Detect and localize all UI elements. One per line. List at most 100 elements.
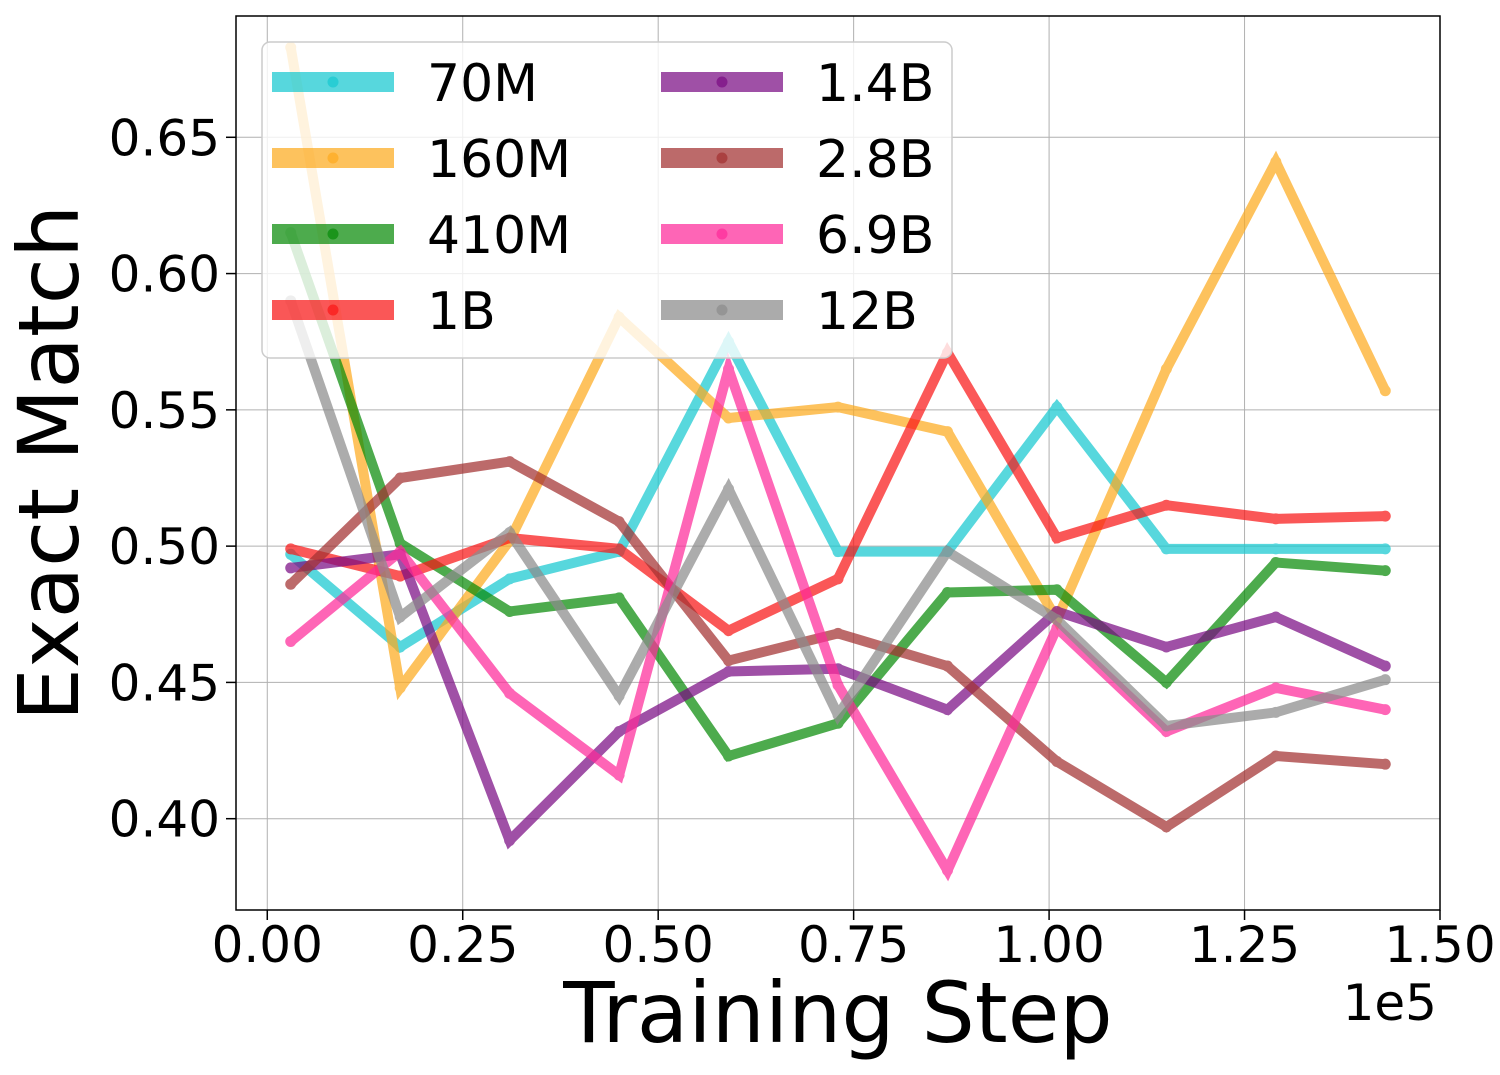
data-point [504,573,516,585]
legend-item: 1B [272,282,496,342]
data-point [394,682,406,694]
data-point [1379,704,1391,716]
data-point [1379,674,1391,686]
data-point [1160,363,1172,375]
data-point [285,543,297,555]
data-point [1270,543,1282,555]
y-axis-label: Exact Match [0,205,98,721]
data-point [1051,401,1063,413]
legend-item: 1.4B [661,54,934,114]
data-point [285,562,297,574]
legend-item: 12B [661,282,918,342]
x-tick-label: 0.00 [212,916,323,974]
data-point [1270,706,1282,718]
data-point [613,516,625,528]
data-point [285,636,297,648]
x-tick-label: 1.50 [1384,916,1495,974]
data-point [832,679,844,691]
series-1b [285,342,1391,637]
data-point [613,543,625,555]
legend-label: 1B [427,282,496,342]
series-line [290,548,1388,850]
x-tick-label: 1.25 [1189,916,1300,974]
series-line [289,342,1386,637]
series-70m [285,330,1391,654]
data-point [1160,543,1172,555]
legend-label: 160M [427,130,571,190]
y-tick-label: 0.40 [109,791,220,849]
data-point [504,606,516,618]
data-point [1379,385,1391,397]
data-point [941,864,953,876]
data-point [1160,720,1172,732]
legend: 70M 160M 410M 1B 1.4B 2.8B 6.9B 12B [261,41,953,359]
series-1-4b [285,548,1391,850]
data-point [1270,513,1282,525]
data-point [1160,499,1172,511]
legend-label: 2.8B [816,130,934,190]
data-point [394,537,406,549]
legend-marker [716,152,728,164]
data-point [1160,821,1172,833]
axis-ticks: 0.00 0.25 0.50 0.75 1.00 1.25 1.50 0.40 0.45 0.50… [109,109,1496,974]
data-point [504,834,516,846]
y-tick-label: 0.50 [109,518,220,576]
data-point [1160,641,1172,653]
data-point [832,573,844,585]
data-point [394,611,406,623]
legend-marker [716,228,728,240]
legend-item: 410M [272,206,571,266]
data-point [723,750,735,762]
data-point [1270,750,1282,762]
data-point [1379,660,1391,672]
legend-marker [327,152,339,164]
x-tick-label: 0.25 [407,916,518,974]
data-point [1051,584,1063,596]
legend-box [261,41,953,359]
data-point [285,578,297,590]
series-2-8b [285,456,1391,833]
legend-item: 160M [272,130,571,190]
data-point [723,363,735,375]
data-point [941,704,953,716]
data-point [723,412,735,424]
legend-item: 2.8B [661,130,934,190]
x-offset-label: 1e5 [1343,974,1437,1032]
data-point [1270,682,1282,694]
data-point [504,527,516,539]
data-point [1379,565,1391,577]
legend-label: 70M [427,54,538,114]
legend-item: 6.9B [661,206,934,266]
data-point [723,666,735,678]
legend-label: 6.9B [816,206,934,266]
legend-label: 410M [427,206,571,266]
legend-marker [716,76,728,88]
data-point [1051,614,1063,626]
data-point [941,660,953,672]
series-lines [285,41,1391,882]
data-point [613,725,625,737]
legend-item: 70M [272,54,538,114]
data-point [504,687,516,699]
data-point [1051,755,1063,767]
data-point [394,546,406,558]
y-tick-label: 0.65 [109,109,220,167]
data-point [613,592,625,604]
series-12b [285,295,1391,732]
data-point [941,546,953,558]
y-tick-label: 0.55 [109,382,220,440]
x-tick-label: 0.50 [603,916,714,974]
data-point [723,483,735,495]
data-point [1270,156,1282,168]
x-tick-label: 1.00 [993,916,1104,974]
data-point [832,546,844,558]
data-point [941,426,953,438]
legend-label: 12B [816,282,918,342]
y-tick-label: 0.60 [109,246,220,304]
data-point [504,456,516,468]
legend-marker [716,304,728,316]
legend-marker [327,228,339,240]
data-point [394,472,406,484]
y-tick-label: 0.45 [109,654,220,712]
